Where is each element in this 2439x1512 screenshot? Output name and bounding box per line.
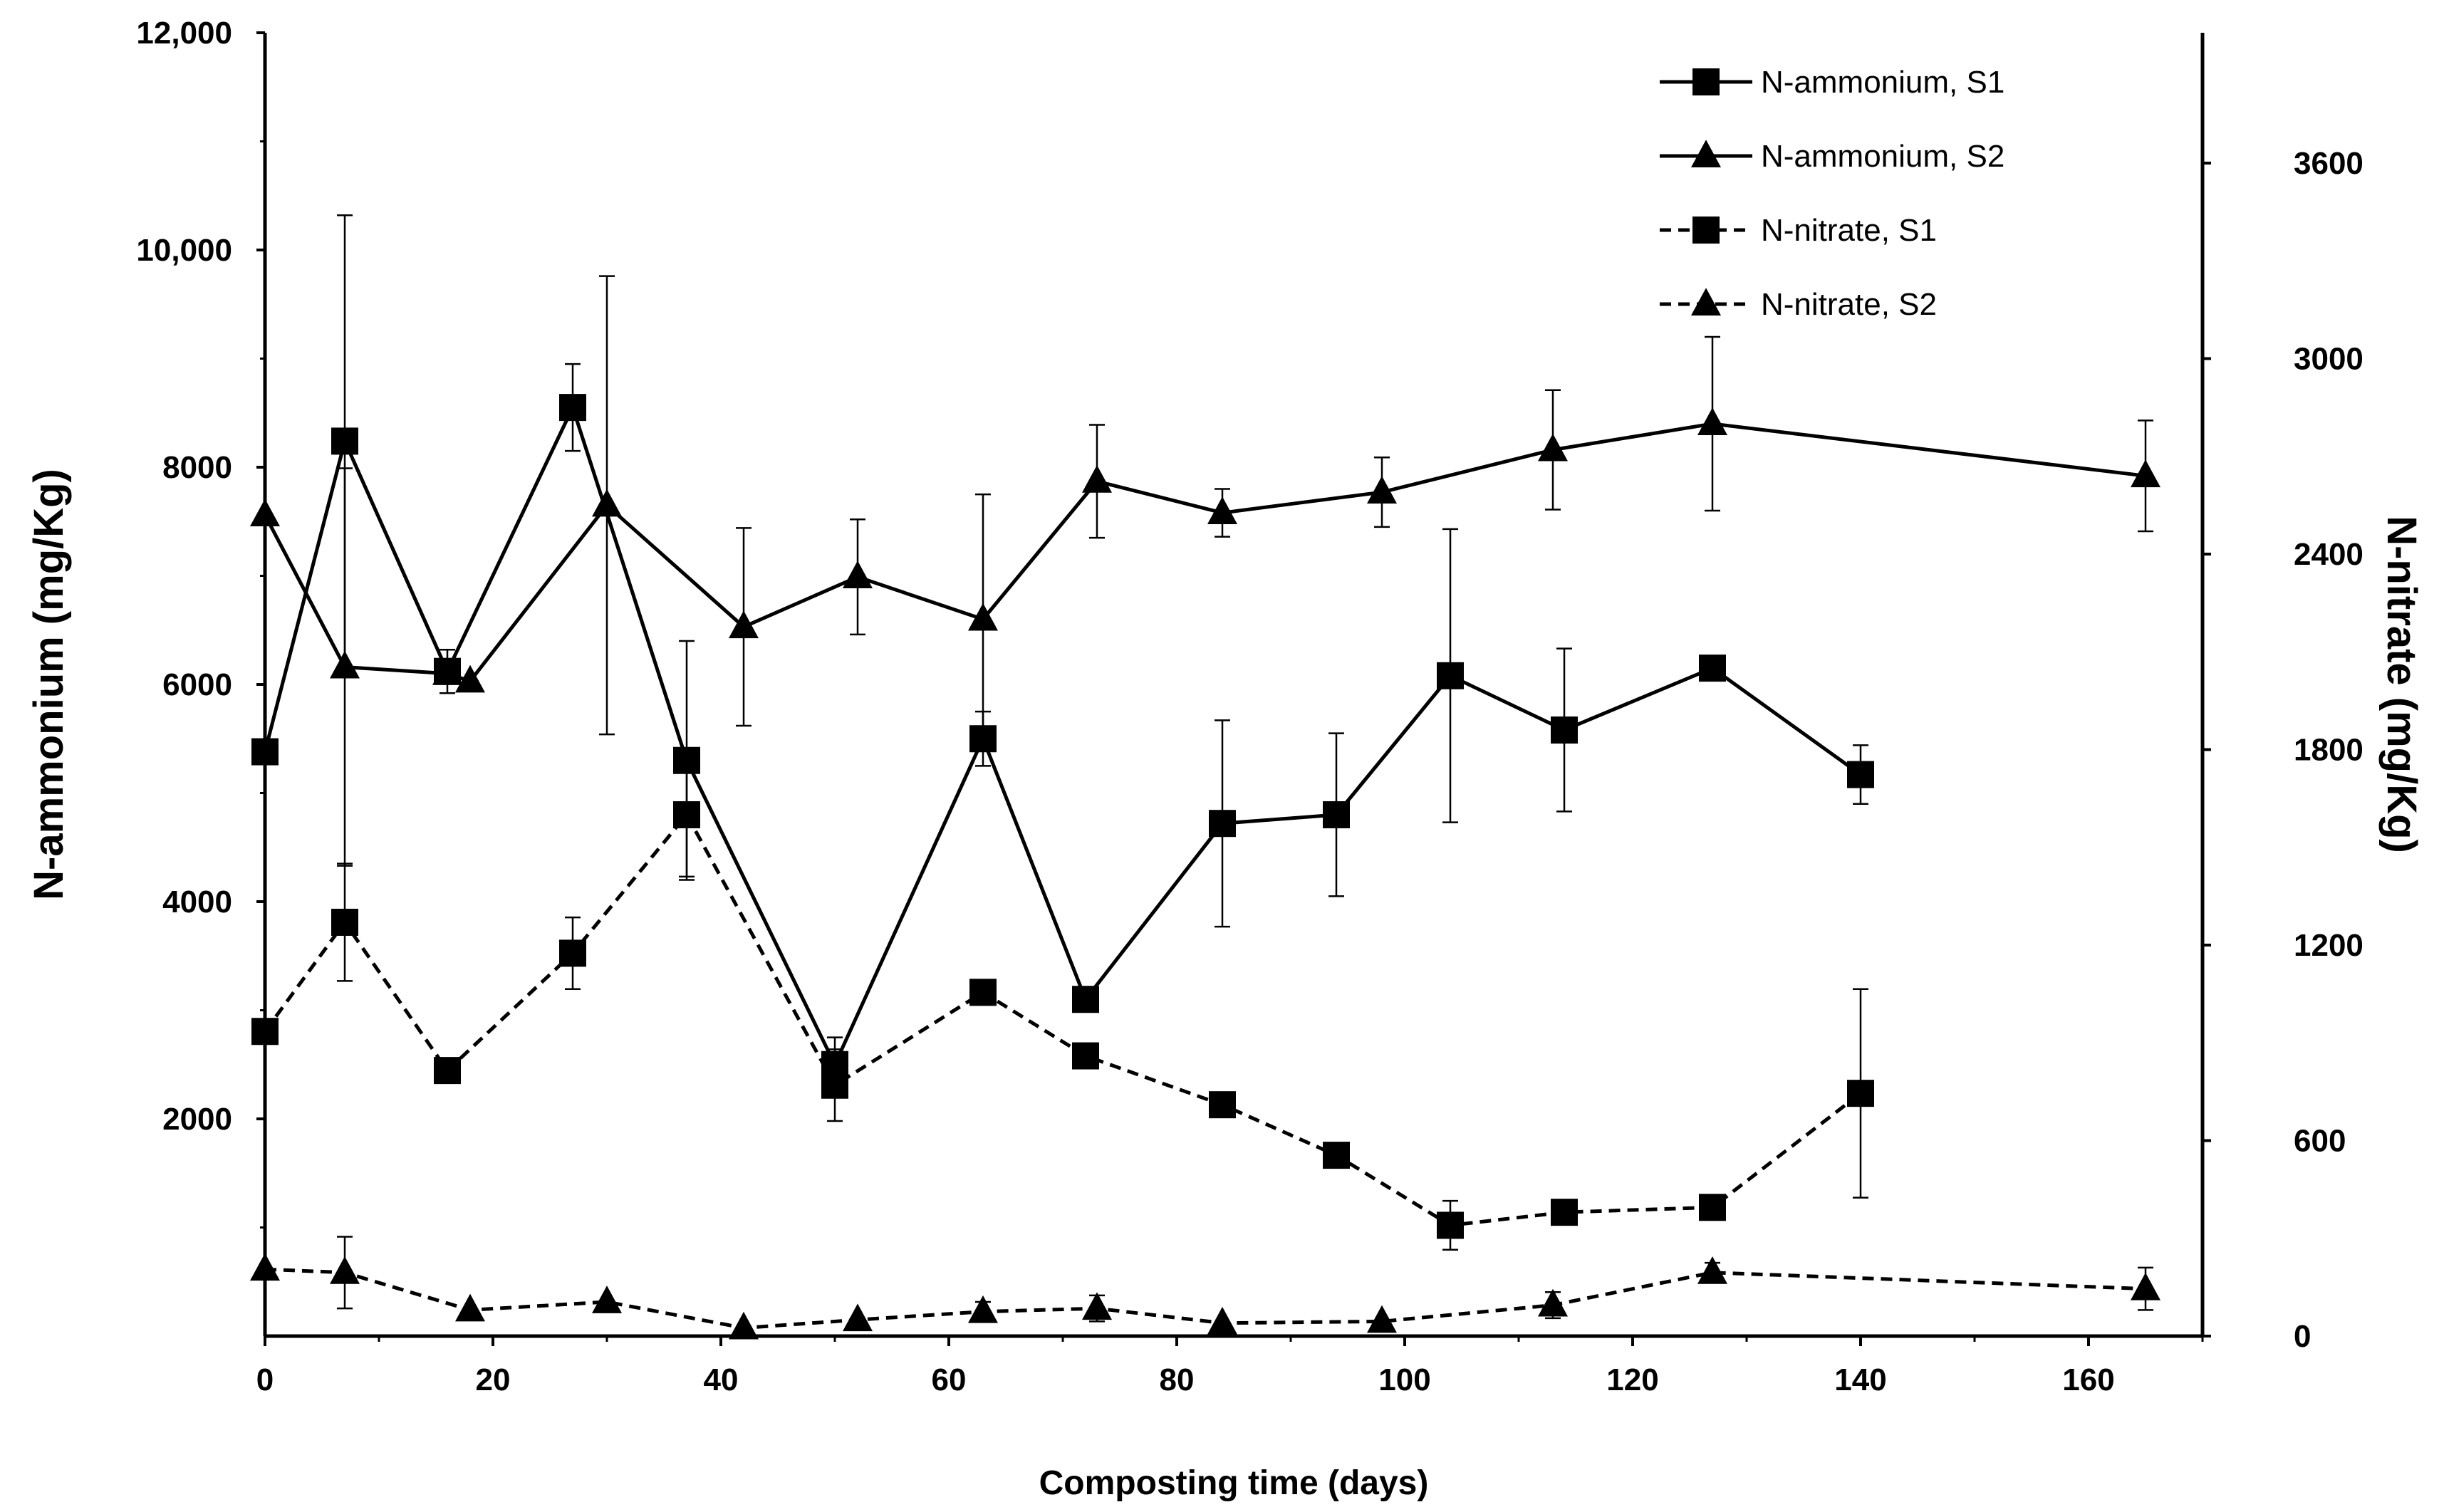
x-tick-label: 0 bbox=[256, 1362, 274, 1397]
data-point bbox=[1323, 1142, 1350, 1169]
y2-tick-label: 0 bbox=[2294, 1319, 2311, 1354]
data-point bbox=[1697, 1256, 1727, 1284]
data-point bbox=[251, 738, 279, 766]
y2-tick-label: 1800 bbox=[2294, 733, 2363, 768]
data-point bbox=[455, 1293, 485, 1322]
axis-ticks: 0 20 40 60 80 100 120 140 160200040006000800010,… bbox=[136, 16, 2363, 1397]
data-point bbox=[1367, 1305, 1397, 1333]
data-point bbox=[843, 1303, 873, 1332]
data-point bbox=[1538, 1288, 1568, 1317]
x-axis-title: Composting time (days) bbox=[1039, 1464, 1429, 1502]
legend-label: N-ammonium, S1 bbox=[1761, 65, 2004, 100]
y-tick-label: 10,000 bbox=[136, 233, 232, 268]
legend-label: N-ammonium, S2 bbox=[1761, 139, 2004, 174]
data-point bbox=[969, 979, 997, 1006]
data-point bbox=[1207, 1306, 1237, 1335]
y2-tick-label: 3600 bbox=[2294, 146, 2363, 181]
data-point bbox=[559, 939, 586, 967]
legend-label: N-nitrate, S2 bbox=[1761, 287, 1937, 322]
data-point bbox=[1082, 1292, 1112, 1320]
legend-marker bbox=[1692, 217, 1720, 244]
x-tick-label: 20 bbox=[476, 1362, 511, 1397]
legend-marker bbox=[1692, 68, 1720, 95]
data-point bbox=[1551, 716, 1578, 744]
data-point bbox=[1437, 662, 1464, 689]
y2-tick-label: 2400 bbox=[2294, 537, 2363, 572]
data-point bbox=[1072, 986, 1099, 1013]
legend-marker bbox=[1691, 140, 1721, 167]
series-layer bbox=[250, 214, 2160, 1340]
x-tick-label: 160 bbox=[2062, 1362, 2114, 1397]
legend: N-ammonium, S1 N-ammonium, S2 N-nitrate, S… bbox=[1660, 65, 2004, 322]
data-point bbox=[592, 489, 622, 517]
x-tick-label: 40 bbox=[704, 1362, 739, 1397]
y2-axis-title: N-nitrate (mg/Kg) bbox=[2378, 516, 2425, 853]
data-point bbox=[434, 1057, 461, 1085]
data-point bbox=[1323, 801, 1350, 828]
data-point bbox=[1847, 761, 1874, 788]
x-tick-label: 120 bbox=[1606, 1362, 1658, 1397]
data-point bbox=[1209, 810, 1236, 838]
y-tick-label: 4000 bbox=[162, 885, 232, 919]
data-point bbox=[821, 1071, 848, 1099]
x-tick-label: 100 bbox=[1378, 1362, 1430, 1397]
data-point bbox=[330, 650, 360, 679]
legend-label: N-nitrate, S1 bbox=[1761, 213, 1937, 248]
data-point bbox=[843, 561, 873, 588]
series-line bbox=[263, 811, 1862, 1228]
y-tick-label: 6000 bbox=[162, 667, 232, 702]
series-3 bbox=[251, 751, 1874, 1251]
y-tick-label: 12,000 bbox=[136, 16, 232, 51]
data-point bbox=[729, 1311, 759, 1340]
data-point bbox=[455, 664, 485, 693]
data-point bbox=[559, 394, 586, 422]
data-point bbox=[1209, 1091, 1236, 1119]
data-point bbox=[250, 499, 280, 527]
x-tick-label: 80 bbox=[1160, 1362, 1195, 1397]
data-point bbox=[1699, 1194, 1726, 1221]
data-point bbox=[330, 1256, 360, 1284]
data-point bbox=[968, 1295, 998, 1323]
series-line bbox=[264, 1267, 2146, 1330]
x-tick-label: 60 bbox=[932, 1362, 967, 1397]
axis-titles: Composting time (days) N-ammonium (mg/Kg… bbox=[26, 469, 2425, 1502]
y2-tick-label: 1200 bbox=[2294, 928, 2363, 963]
series-4 bbox=[250, 1236, 2160, 1340]
data-point bbox=[592, 1286, 622, 1313]
y2-tick-label: 600 bbox=[2294, 1124, 2346, 1159]
data-point bbox=[1207, 496, 1237, 525]
data-point bbox=[729, 610, 759, 639]
data-point bbox=[1697, 407, 1727, 435]
series-line bbox=[263, 402, 1862, 1069]
y-axis-title: N-ammonium (mg/Kg) bbox=[26, 469, 72, 900]
data-point bbox=[2131, 459, 2160, 488]
y-tick-label: 8000 bbox=[162, 450, 232, 485]
legend-marker bbox=[1691, 288, 1721, 316]
series-1 bbox=[251, 214, 1874, 1093]
y-tick-label: 2000 bbox=[162, 1102, 232, 1137]
data-point bbox=[2131, 1272, 2160, 1300]
data-point bbox=[250, 1253, 280, 1281]
data-point bbox=[1699, 655, 1726, 682]
data-point bbox=[331, 908, 358, 936]
data-point bbox=[968, 603, 998, 631]
data-point bbox=[1551, 1199, 1578, 1226]
data-point bbox=[1847, 1080, 1874, 1107]
data-point bbox=[251, 1018, 279, 1046]
data-point bbox=[1367, 476, 1397, 504]
data-point bbox=[1082, 465, 1112, 493]
data-point bbox=[331, 427, 358, 455]
data-point bbox=[673, 801, 700, 828]
series-2 bbox=[250, 275, 2160, 867]
data-point bbox=[432, 657, 462, 685]
data-point bbox=[1072, 1042, 1099, 1070]
y2-tick-label: 3000 bbox=[2294, 342, 2363, 377]
data-point bbox=[1437, 1211, 1464, 1239]
data-point bbox=[1538, 433, 1568, 462]
x-tick-label: 140 bbox=[1834, 1362, 1886, 1397]
